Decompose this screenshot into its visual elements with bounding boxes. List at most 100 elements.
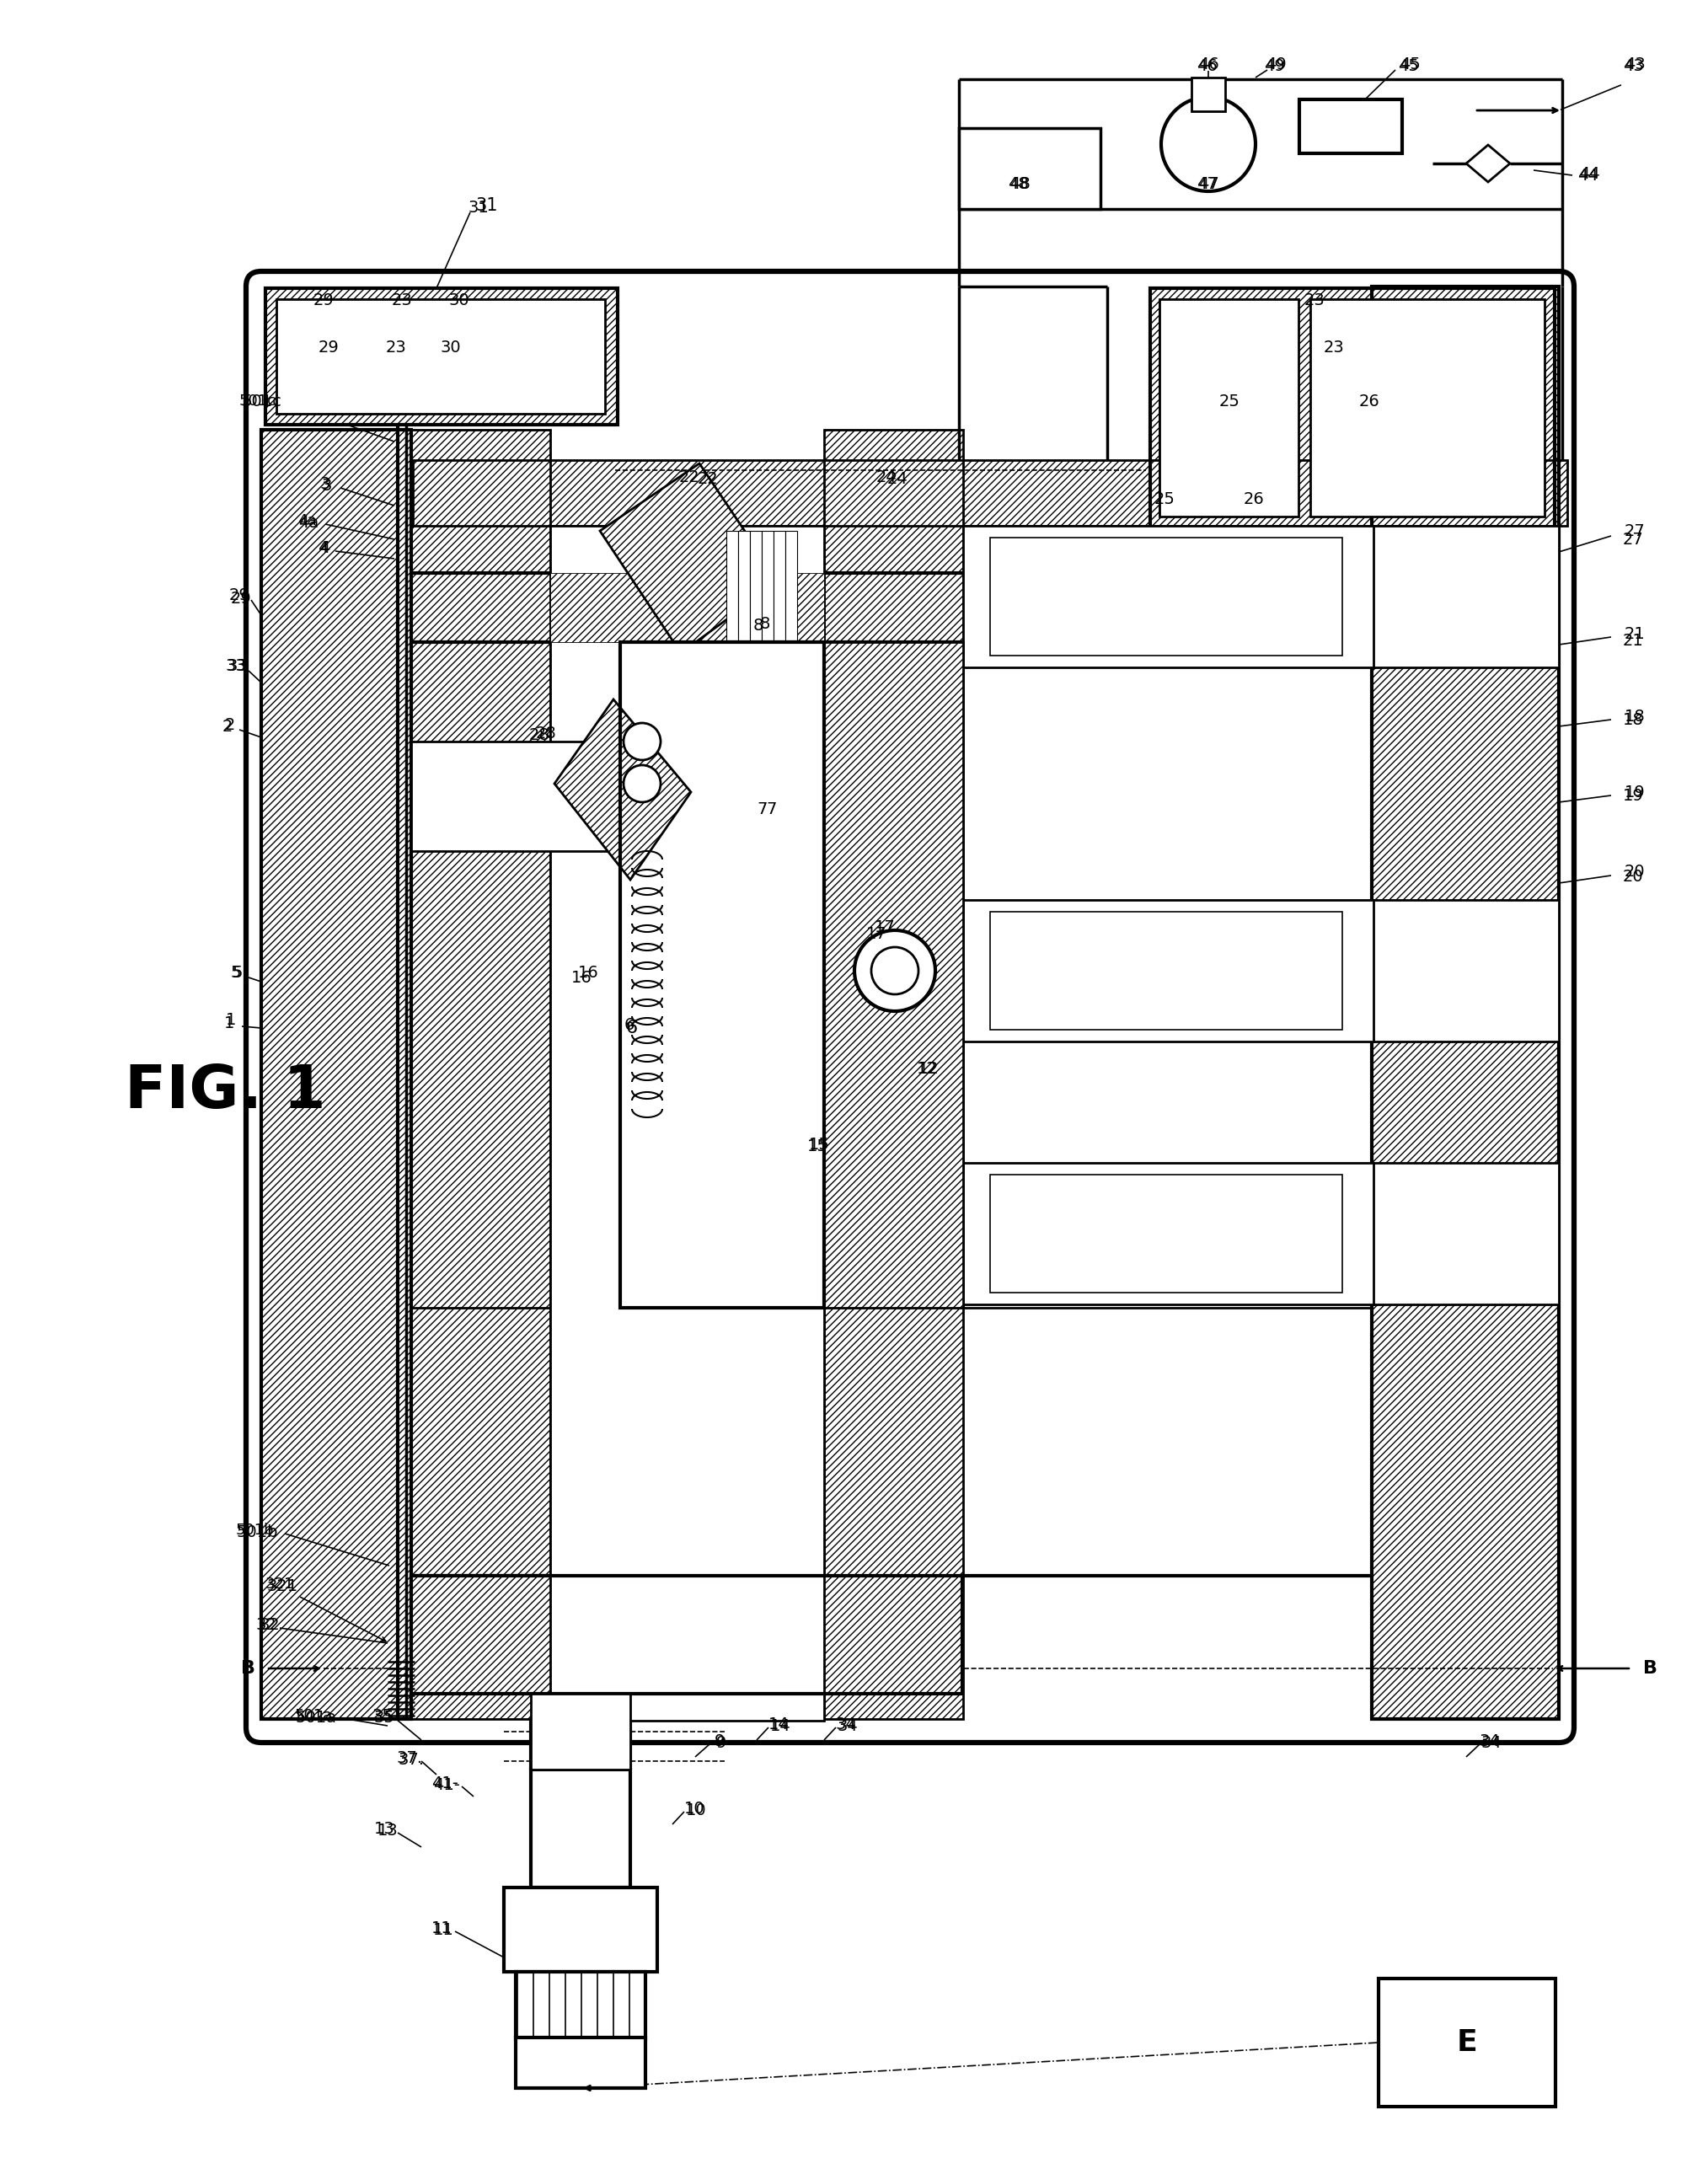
Text: 14: 14 [770, 1718, 791, 1733]
Circle shape [871, 947, 919, 995]
Bar [277, 300, 605, 414]
Bar [412, 429, 550, 1720]
Text: 23: 23 [1305, 291, 1325, 309]
Bar [550, 527, 823, 1720]
Text: 24: 24 [886, 470, 909, 486]
Text: 11: 11 [430, 1921, 453, 1936]
Text: 26: 26 [1360, 395, 1380, 410]
Text: 44: 44 [1578, 166, 1600, 181]
Bar [1372, 287, 1559, 1720]
Text: 45: 45 [1401, 56, 1421, 71]
Bar [823, 643, 963, 1308]
Text: 4: 4 [318, 540, 328, 557]
Text: 35: 35 [374, 1709, 395, 1724]
Polygon shape [738, 531, 750, 641]
Text: 4a: 4a [297, 514, 316, 529]
Bar [412, 429, 550, 1720]
Text: 30: 30 [441, 341, 461, 356]
Bar [516, 2037, 646, 2089]
Bar [1160, 300, 1298, 516]
Text: 27: 27 [1623, 531, 1643, 548]
Bar [412, 742, 620, 850]
Text: 41-: 41- [434, 1776, 459, 1793]
Text: 29: 29 [231, 591, 251, 606]
Text: 15: 15 [806, 1137, 828, 1155]
Text: FIG. 1: FIG. 1 [125, 1062, 326, 1120]
Text: 28: 28 [529, 727, 550, 742]
Bar [1372, 900, 1559, 1042]
Text: 37.: 37. [396, 1750, 422, 1765]
Text: 27: 27 [1624, 522, 1645, 540]
Text: 6: 6 [627, 1019, 637, 1036]
Bar [991, 911, 1342, 1029]
Text: 6: 6 [623, 1016, 635, 1034]
Bar [823, 643, 963, 1308]
Text: 47: 47 [1197, 175, 1220, 192]
Text: 17: 17 [866, 926, 886, 941]
Text: 34: 34 [835, 1716, 856, 1733]
Bar [963, 900, 1373, 1042]
Text: 34: 34 [837, 1718, 857, 1733]
Bar [823, 429, 963, 1720]
Bar [531, 1770, 630, 1888]
Bar [1192, 78, 1225, 112]
Bar [620, 643, 823, 1308]
Text: 15: 15 [808, 1137, 830, 1152]
Bar [1378, 1979, 1556, 2106]
Text: 48: 48 [1009, 175, 1030, 192]
Bar [1310, 300, 1544, 516]
Text: 43: 43 [1623, 58, 1643, 73]
Circle shape [854, 930, 936, 1012]
Text: 28: 28 [536, 725, 557, 740]
Text: 48: 48 [1008, 175, 1028, 192]
Text: 35: 35 [372, 1707, 393, 1724]
Circle shape [623, 723, 661, 760]
Text: 33: 33 [225, 658, 246, 673]
Text: 46: 46 [1197, 56, 1220, 71]
Bar [620, 643, 823, 1308]
Text: 11: 11 [432, 1921, 454, 1938]
Text: 47: 47 [1196, 175, 1218, 192]
Bar [265, 289, 618, 425]
Bar [413, 460, 1568, 527]
Text: 23: 23 [1324, 341, 1344, 356]
Polygon shape [786, 531, 798, 641]
Text: 29: 29 [229, 587, 249, 602]
Text: 22: 22 [697, 470, 719, 486]
Text: 10: 10 [683, 1800, 705, 1817]
Text: 501c: 501c [241, 395, 282, 410]
Bar [261, 429, 412, 1720]
Polygon shape [600, 464, 779, 654]
Text: 21: 21 [1623, 632, 1643, 647]
Text: 43: 43 [1624, 56, 1645, 71]
Text: 22: 22 [678, 468, 700, 486]
Bar [1149, 289, 1554, 529]
Text: 3: 3 [321, 479, 331, 494]
Bar [412, 1575, 962, 1694]
Text: 24: 24 [876, 468, 897, 486]
Text: 13: 13 [374, 1821, 395, 1836]
Text: 12: 12 [919, 1060, 939, 1077]
Bar [1149, 289, 1554, 529]
Text: 12: 12 [917, 1060, 938, 1077]
Bar [1160, 300, 1296, 516]
Bar [412, 1575, 962, 1694]
Text: 3: 3 [319, 475, 330, 492]
Bar [622, 643, 822, 1306]
Text: 49: 49 [1266, 56, 1286, 71]
Text: 26: 26 [1243, 492, 1264, 507]
Text: 321: 321 [266, 1577, 297, 1595]
Text: E: E [1457, 2029, 1477, 2057]
Text: 4a: 4a [299, 514, 319, 531]
Text: 32: 32 [256, 1616, 277, 1634]
Bar [1300, 99, 1402, 153]
Polygon shape [774, 531, 786, 641]
Bar [958, 127, 1100, 209]
Bar [1372, 527, 1559, 667]
Text: 2: 2 [222, 719, 232, 734]
Text: 4: 4 [319, 540, 330, 557]
Text: 10: 10 [685, 1802, 707, 1817]
Bar [991, 1174, 1342, 1293]
Text: 16: 16 [570, 969, 593, 986]
Text: 23: 23 [386, 341, 407, 356]
